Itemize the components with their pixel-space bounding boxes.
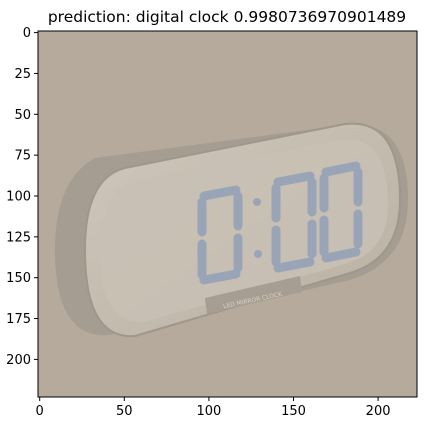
y-tick-label: 100 [6, 189, 31, 204]
y-tick-label: 0 [23, 26, 31, 41]
x-tick-label: 50 [116, 404, 133, 419]
y-tick-label: 175 [6, 312, 31, 327]
digital-display [197, 161, 363, 285]
x-tick-label: 150 [281, 404, 306, 419]
x-tick-label: 100 [196, 404, 221, 419]
label-plate [205, 276, 302, 314]
x-tick-label: 0 [36, 404, 44, 419]
y-tick-label: 200 [6, 353, 31, 368]
digit-2-segments [319, 161, 363, 263]
y-tick-label: 50 [14, 108, 31, 123]
colon-dot-bottom [254, 250, 262, 258]
colon-dot-top [253, 198, 261, 206]
y-axis: 0 25 50 75 100 125 150 175 200 [6, 26, 38, 368]
y-tick-label: 75 [14, 149, 31, 164]
y-tick-label: 150 [6, 271, 31, 286]
y-tick-label: 25 [14, 67, 31, 82]
y-tick-label: 125 [6, 230, 31, 245]
digit-1-segments [271, 171, 317, 273]
x-axis: 0 50 100 150 200 [36, 397, 391, 419]
axes-frame [37, 30, 418, 398]
digit-0-segments [197, 185, 243, 285]
x-tick-label: 200 [366, 404, 391, 419]
plot-title: prediction: digital clock 0.998073697090… [48, 8, 406, 26]
image-area: LED MIRROR CLOCK [38, 31, 417, 397]
